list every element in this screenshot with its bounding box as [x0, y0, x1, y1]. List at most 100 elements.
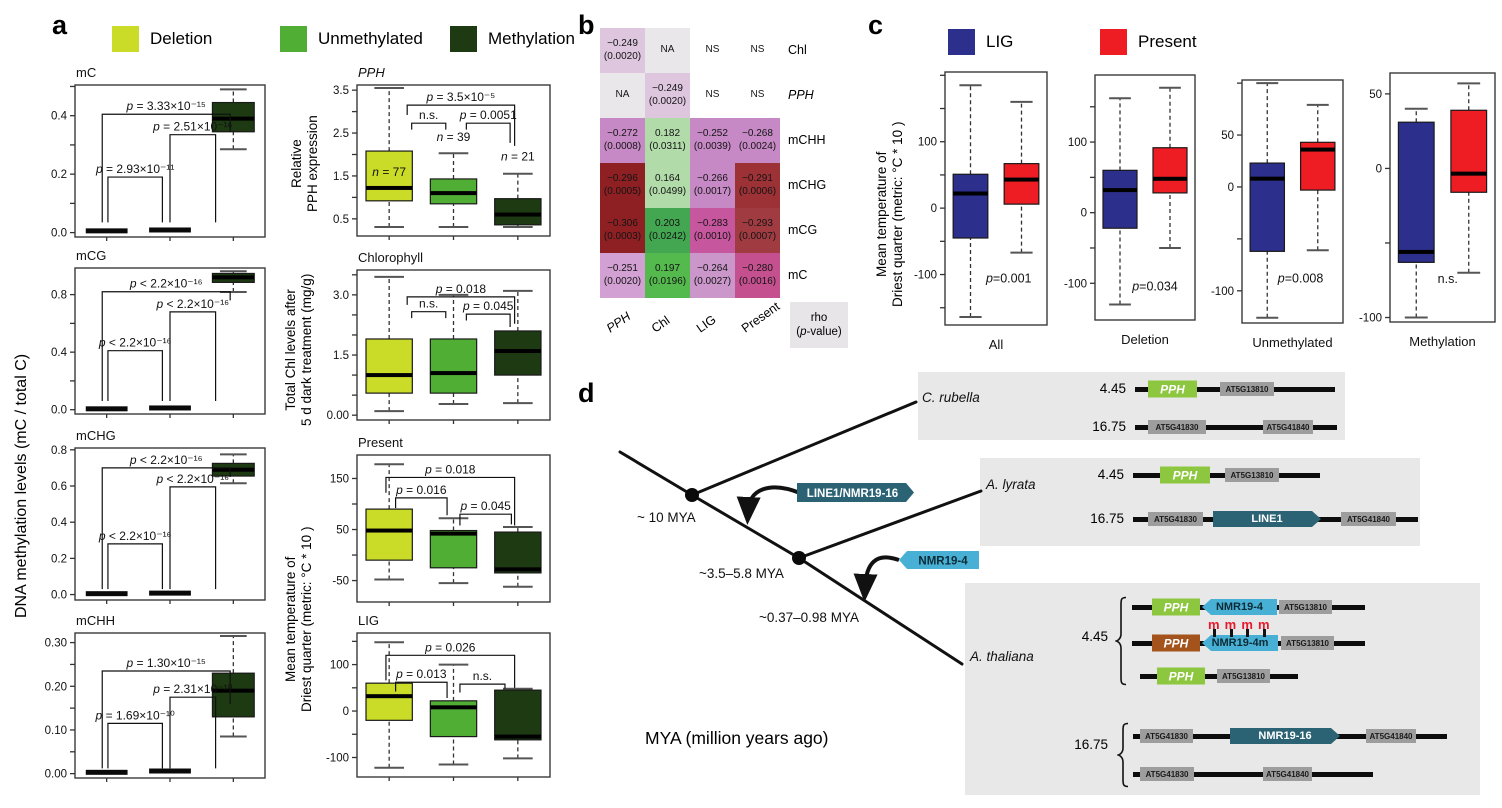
flat-box [85, 769, 128, 775]
p-value-label: p < 2.2×10⁻¹⁶ [98, 336, 172, 350]
present-label: Present [1138, 32, 1197, 51]
p-value-label: n.s. [473, 669, 492, 683]
gene-pph: PPH [1157, 667, 1205, 685]
locus-at5g41830: AT5G41830 [1140, 767, 1194, 781]
svg-text:0.00: 0.00 [45, 769, 67, 781]
svg-text:0.0: 0.0 [51, 228, 67, 240]
heatmap-cell: NA [600, 73, 645, 118]
heatmap-cell: −0.249 (0.0020) [645, 73, 690, 118]
gene-pph: PPH [1152, 598, 1200, 616]
median-line [212, 275, 255, 280]
scale-label: 4.45 [1097, 467, 1124, 482]
p-bracket [395, 497, 448, 516]
p-value-label: p < 2.2×10⁻¹⁶ [155, 297, 229, 311]
legend-item-methylation: Methylation [450, 26, 575, 52]
x-axis-label: Methylation [1409, 334, 1475, 349]
p-bracket [385, 476, 516, 526]
chart-title: mCG [76, 248, 106, 263]
insertion-arrow [736, 485, 801, 525]
heatmap-cell: −0.306 (0.0003) [600, 208, 645, 253]
box [1152, 147, 1188, 194]
median-line [366, 373, 413, 378]
scale-label: 4.45 [1099, 381, 1126, 396]
group-bracket [1117, 722, 1129, 788]
locus-at5g13810: AT5G13810 [1279, 600, 1332, 614]
gene-row: PPH AT5G13810 [1133, 466, 1320, 484]
svg-text:0.20: 0.20 [45, 681, 67, 693]
gene-row: PPH AT5G13810 [1140, 667, 1298, 685]
heatmap-cell: −0.251 (0.0020) [600, 253, 645, 298]
box [1249, 162, 1286, 252]
flat-box [85, 228, 128, 234]
element-line1: LINE1 [1213, 511, 1321, 527]
boxplot-svg-LIG: -100 0 100 p = 0.013 n.s. p = 0.026 LIG [326, 613, 551, 781]
svg-text:0.0: 0.0 [51, 590, 67, 602]
p-bracket [465, 313, 511, 327]
svg-text:1.5: 1.5 [333, 350, 349, 362]
tree-node [792, 551, 806, 565]
dna-line [1135, 424, 1337, 430]
p-value-label: p = 0.013 [395, 667, 447, 681]
p-value-label: p = 0.045 [459, 499, 511, 513]
chart-title: mC [76, 65, 96, 80]
svg-text:0: 0 [931, 203, 937, 215]
svg-text:0.8: 0.8 [51, 445, 67, 457]
heatmap-cell: −0.266 (0.0017) [690, 163, 735, 208]
lig-label: LIG [986, 32, 1014, 51]
svg-text:-100: -100 [326, 752, 349, 764]
methylation-swatch [450, 26, 477, 52]
box [365, 508, 413, 561]
p-bracket [101, 291, 231, 402]
median-line [1450, 171, 1487, 176]
legend-item-lig: LIG [948, 29, 1013, 55]
heatmap-cell: NS [735, 28, 780, 73]
gene-row: PPH NMR19-4m m m m m AT5G13810 [1132, 617, 1365, 652]
p-value-label: p = 0.016 [395, 483, 447, 497]
legend-item-present: Present [1100, 29, 1197, 55]
mya-caption: MYA (million years ago) [645, 728, 829, 748]
boxplot-svg-cAll: -100 0 100 p=0.001 All [914, 71, 1048, 352]
note-label: p=0.034 [1131, 279, 1178, 293]
heatmap-cell: −0.249 (0.0020) [600, 28, 645, 73]
boxplot-svg-cUnm: -100 0 50 p=0.008 Unmethylated [1211, 79, 1344, 350]
box [494, 531, 542, 574]
boxplot-mC: 0.0 0.2 0.4 p = 2.93×10⁻¹¹ p = 2.51×10⁻¹⁶ p =… [33, 63, 271, 258]
heatmap-col-label: LIG [694, 312, 719, 336]
ylabel-chl: Total Chl levels after 5 d dark treatmen… [283, 273, 314, 426]
boxplot-svg-mCHG: 0.0 0.2 0.4 0.6 0.8 p < 2.2×10⁻¹⁶ p < 2.2×10⁻¹… [51, 428, 266, 604]
heatmap-cell: −0.296 (0.0005) [600, 163, 645, 208]
note-label: p=0.008 [1277, 272, 1324, 286]
svg-text:0.00: 0.00 [327, 410, 349, 422]
median-line [1103, 188, 1137, 193]
median-line [1153, 176, 1187, 181]
element-tag [899, 551, 979, 569]
heatmap-cell: NS [690, 28, 735, 73]
locus-at5g41840: AT5G41840 [1263, 420, 1313, 434]
panel-label-b: b [578, 10, 595, 40]
p-value-label: p = 2.31×10⁻¹⁰ [152, 682, 232, 696]
heatmap-cell: −0.272 (0.0008) [600, 118, 645, 163]
median-line [494, 349, 541, 354]
p-bracket [101, 467, 231, 590]
p-value-label: p < 2.2×10⁻¹⁶ [98, 529, 172, 543]
median-line [366, 528, 413, 533]
tree-branch [618, 450, 694, 497]
flat-box [149, 768, 191, 774]
species-label: C. rubella [922, 390, 980, 405]
p-bracket [169, 134, 217, 223]
boxplot-cDel: -100 0 100 p=0.034 Deletion [1055, 67, 1203, 357]
divergence-time-label: ~0.37–0.98 MYA [759, 610, 859, 625]
ylabel-temp-c: Mean temperature of Driest quarter (metr… [874, 121, 905, 307]
methylation-mark: m [1208, 617, 1220, 632]
rho-legend: rho (p-value) [790, 302, 848, 348]
median-line [1250, 176, 1285, 181]
heatmap-row-label: Chl [788, 43, 807, 57]
methylation-mark: m [1258, 617, 1270, 632]
median-line [1300, 147, 1335, 152]
median-line [430, 705, 477, 710]
box [494, 330, 542, 376]
svg-text:0.30: 0.30 [45, 638, 67, 650]
chart-title: LIG [358, 613, 379, 628]
x-axis-label: Unmethylated [1252, 335, 1332, 350]
heatmap-cell: 0.203 (0.0242) [645, 208, 690, 253]
